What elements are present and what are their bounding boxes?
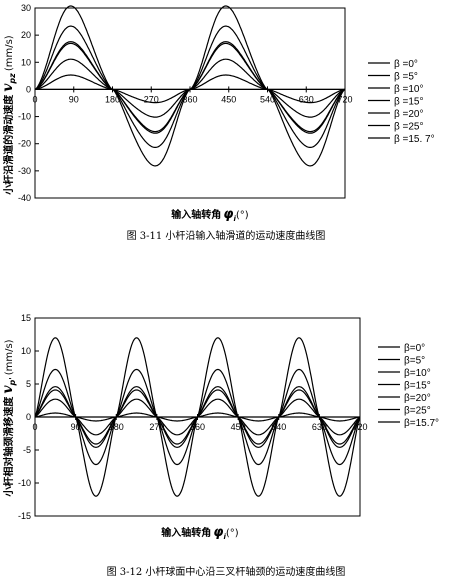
legend-label: β=25° [404, 406, 431, 417]
x-tick-label: 270 [149, 422, 164, 432]
x-tick-label: 180 [109, 422, 124, 432]
y-tick-label: 0 [26, 84, 31, 94]
legend-label: β =15° [394, 97, 424, 108]
x-tick-label: 360 [182, 94, 197, 104]
x-axis-label: 输入轴转角 φi(°) [161, 525, 238, 541]
y-tick-label: 0 [26, 412, 31, 422]
y-tick-label: -30 [18, 166, 31, 176]
figure-caption: 图 3-11 小杆沿输入轴滑道的运动速度曲线图 [127, 229, 326, 242]
legend-label: β=20° [404, 393, 431, 404]
y-tick-label: -15 [18, 511, 31, 521]
x-tick-label: 90 [69, 94, 79, 104]
x-tick-label: 270 [144, 94, 159, 104]
x-axis-label: 输入轴转角 φi(°) [171, 207, 248, 223]
x-tick-label: 720 [337, 94, 352, 104]
legend-label: β=5° [404, 356, 425, 367]
x-tick-label: 540 [271, 422, 286, 432]
y-tick-label: 10 [21, 346, 31, 356]
x-tick-label: 180 [105, 94, 120, 104]
legend-label: β =5° [394, 72, 418, 83]
series-line [34, 5, 346, 167]
figure-caption: 图 3-12 小杆球面中心沿三叉杆轴颈的运动速度曲线图 [107, 565, 346, 578]
y-tick-label: -40 [18, 193, 31, 203]
legend-label: β =10° [394, 84, 424, 95]
x-tick-label: 450 [231, 422, 246, 432]
x-tick-label: 0 [32, 422, 37, 432]
x-tick-label: 720 [352, 422, 367, 432]
legend-label: β=0° [404, 343, 425, 354]
x-tick-label: 450 [221, 94, 236, 104]
plot-area: 0 90 180 270 360 450 540 630 7203020100-10-20-30… [18, 3, 353, 203]
y-tick-label: 10 [21, 57, 31, 67]
y-tick-label: -20 [18, 139, 31, 149]
y-tick-label: 20 [21, 30, 31, 40]
legend-label: β=15° [404, 381, 431, 392]
x-tick-label: 630 [299, 94, 314, 104]
x-tick-label: 0 [32, 94, 37, 104]
legend-label: β =0° [394, 59, 418, 70]
y-tick-label: -5 [23, 445, 31, 455]
y-tick-label: 5 [26, 379, 31, 389]
series-line [34, 386, 361, 448]
y-tick-label: -10 [18, 112, 31, 122]
plot-area: 0 90 180 270 360 450 540 630 720 15 10 5 0 -5 -10 -15 [18, 313, 368, 521]
y-tick-label: -10 [18, 478, 31, 488]
x-tick-label: 630 [312, 422, 327, 432]
legend-label: β =25° [394, 122, 424, 133]
x-tick-label: 90 [71, 422, 81, 432]
legend: β=0° β=5°β=10° β=15°β=20° β=25°β=15.7° [378, 343, 439, 429]
legend-label: β=15.7° [404, 418, 439, 429]
y-tick-label: 15 [21, 313, 31, 323]
legend-label: β =15. 7° [394, 134, 435, 145]
chart-slip-velocity: 0 90 180 270 360 450 540 630 720 15 10 5 0 -5 -10 -15 小… [0, 313, 439, 578]
series-line [34, 41, 346, 134]
legend-label: β =20° [394, 109, 424, 120]
plot-frame [34, 7, 346, 199]
y-axis-label: 小杆沿滑道的滑动速度vpz(mm/s) [0, 35, 17, 195]
legend: β =0° β =5°β =10° β =15°β =20° β =25°β =15.… [368, 59, 435, 145]
x-tick-label: 540 [260, 94, 275, 104]
chart-slide-velocity: 0 90 180 270 360 450 540 630 7203020100-10-20-30… [0, 3, 435, 242]
x-tick-label: 360 [190, 422, 205, 432]
y-tick-label: 30 [21, 3, 31, 13]
legend-label: β=10° [404, 368, 431, 379]
y-axis-label: 小杆相对轴颈滑移速度vp'(mm/s) [0, 339, 17, 497]
